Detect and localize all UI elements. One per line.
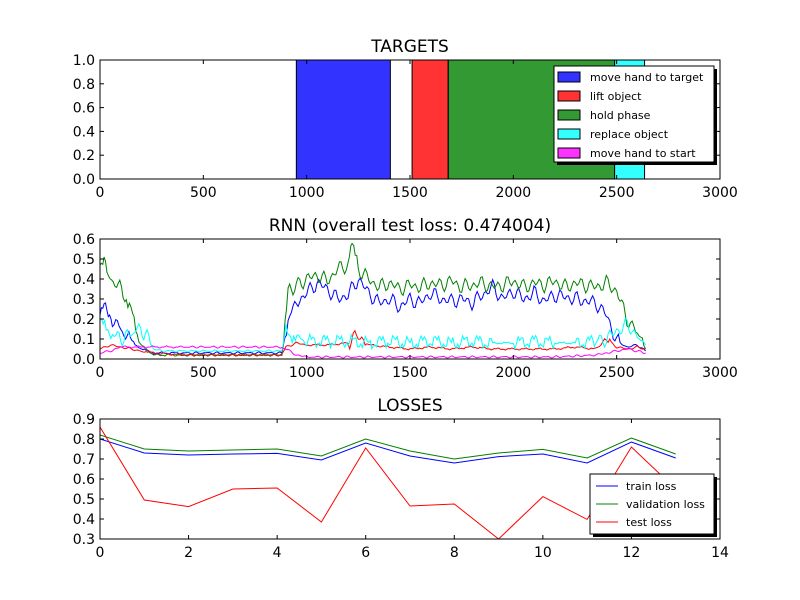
y-tick-label: 0.9 <box>73 412 95 428</box>
subplot-2: 0 500 1000 1500 2000 2500 3000 0.0 0.1 0.2 0.3 0.4 0… <box>73 216 738 381</box>
x-tick-label: 1000 <box>289 185 325 201</box>
y-tick-label: 0.4 <box>73 124 95 140</box>
x-tick-label: 0 <box>96 185 105 201</box>
x-tick-label: 1000 <box>289 365 325 381</box>
x-tick-label: 2500 <box>599 185 635 201</box>
x-tick-label: 500 <box>190 365 217 381</box>
x-tick-label: 3000 <box>702 185 738 201</box>
legend-label: move hand to start <box>590 147 696 160</box>
target-span-1-0 <box>411 60 449 179</box>
legend-swatch <box>557 147 581 159</box>
series-line-3 <box>100 317 647 353</box>
x-tick-label: 12 <box>623 545 641 561</box>
y-tick-label: 0.8 <box>73 432 95 448</box>
series-line-2 <box>100 329 646 357</box>
legend-label: replace object <box>590 128 669 141</box>
series-line-1 <box>100 242 647 357</box>
x-tick-label: 2000 <box>496 365 532 381</box>
chart-title: RNN (overall test loss: 0.474004) <box>269 216 551 236</box>
y-tick-label: 0.4 <box>73 272 95 288</box>
x-tick-label: 0 <box>96 545 105 561</box>
y-tick-label: 0.5 <box>73 252 95 268</box>
legend: train loss validation loss test loss <box>589 473 717 537</box>
y-tick-label: 0.5 <box>73 492 95 508</box>
x-tick-label: 8 <box>450 545 459 561</box>
y-tick-label: 0.6 <box>73 232 95 248</box>
legend-label: hold phase <box>590 109 651 122</box>
legend-label: test loss <box>626 516 672 529</box>
y-tick-label: 0.0 <box>73 352 95 368</box>
y-tick-label: 0.3 <box>73 292 95 308</box>
y-tick-label: 0.2 <box>73 148 95 164</box>
x-tick-label: 4 <box>273 545 282 561</box>
y-tick-label: 0.6 <box>73 101 95 117</box>
target-span-0-0 <box>295 60 391 179</box>
x-tick-label: 10 <box>534 545 552 561</box>
subplot-1: 0 500 1000 1500 2000 2500 3000 0.0 0.2 0.4 0.6 0.8 1… <box>73 37 738 201</box>
subplot-3: 0 2 4 6 8 10 12 14 0.3 0.4 0.5 0.6 0.7 0.8 0.9 LOSSES tr… <box>73 396 729 561</box>
series-line-4 <box>100 345 646 359</box>
x-tick-label: 3000 <box>702 365 738 381</box>
y-tick-label: 0.2 <box>73 312 95 328</box>
legend-swatch <box>557 71 581 83</box>
x-tick-label: 1500 <box>392 185 428 201</box>
series-line-2 <box>100 426 677 539</box>
x-tick-label: 14 <box>711 545 729 561</box>
y-tick-label: 0.0 <box>73 172 95 188</box>
series-line-0 <box>100 277 646 355</box>
series-line-1 <box>100 434 676 460</box>
x-tick-label: 6 <box>361 545 370 561</box>
legend-label: train loss <box>626 480 677 493</box>
legend: move hand to target lift object hold phase… <box>553 65 717 165</box>
chart-title: LOSSES <box>377 396 442 416</box>
axes-frame <box>99 238 721 360</box>
y-tick-label: 0.8 <box>73 77 95 93</box>
x-tick-label: 2500 <box>599 365 635 381</box>
x-tick-label: 500 <box>190 185 217 201</box>
chart-title: TARGETS <box>370 37 449 57</box>
x-tick-label: 0 <box>96 365 105 381</box>
y-tick-label: 0.1 <box>73 332 95 348</box>
plot-area <box>100 426 677 539</box>
legend-swatch <box>557 128 581 140</box>
legend-swatch <box>557 109 581 121</box>
y-tick-label: 0.4 <box>73 512 95 528</box>
series-line-0 <box>100 438 676 464</box>
x-tick-label: 2000 <box>496 185 532 201</box>
y-tick-label: 0.3 <box>73 532 95 548</box>
x-tick-label: 1500 <box>392 365 428 381</box>
legend-box <box>553 65 715 163</box>
x-tick-label: 2 <box>184 545 193 561</box>
y-tick-label: 1.0 <box>73 53 95 69</box>
y-tick-label: 0.7 <box>73 452 95 468</box>
plot-area <box>100 242 647 359</box>
legend-label: validation loss <box>626 498 705 511</box>
legend-label: move hand to target <box>590 71 704 84</box>
y-tick-label: 0.6 <box>73 472 95 488</box>
legend-swatch <box>557 90 581 102</box>
legend-label: lift object <box>590 90 642 103</box>
